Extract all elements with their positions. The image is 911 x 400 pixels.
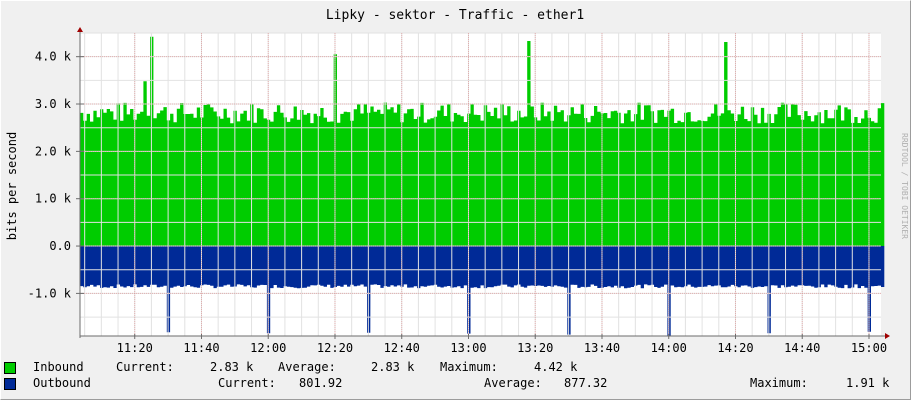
- y-tick-label: 3.0 k: [35, 97, 72, 111]
- inbound-average-value: 2.83 k: [371, 360, 415, 374]
- outbound-swatch: [4, 378, 16, 390]
- x-tick-label: 11:20: [117, 341, 153, 355]
- x-tick-label: 12:40: [384, 341, 420, 355]
- rrdtool-watermark: RRDTOOL / TOBI OETIKER: [900, 133, 909, 239]
- x-tick-label: 13:00: [450, 341, 486, 355]
- inbound-name: Inbound: [33, 360, 84, 374]
- outbound-average-value: 877.32: [564, 376, 608, 390]
- traffic-chart: Lipky - sektor - Traffic - ether1 bits p…: [5, 8, 909, 355]
- y-tick-label: 2.0 k: [35, 144, 72, 158]
- y-tick-label: 0.0: [49, 239, 71, 253]
- chart-title: Lipky - sektor - Traffic - ether1: [326, 8, 584, 23]
- data-areas: [80, 36, 885, 337]
- x-tick-label: 15:00: [851, 341, 887, 355]
- x-tick-label: 13:20: [517, 341, 553, 355]
- x-tick-label: 14:00: [651, 341, 687, 355]
- x-tick-label: 11:40: [183, 341, 219, 355]
- x-tick-label: 14:40: [784, 341, 820, 355]
- x-axis-arrow: [885, 333, 890, 339]
- y-tick-label: -1.0 k: [28, 286, 72, 300]
- outbound-area: [80, 246, 885, 337]
- inbound-maximum-value: 4.42 k: [534, 360, 578, 374]
- outbound-average-label: Average:: [484, 376, 542, 390]
- grid: [80, 32, 881, 336]
- x-tick-label: 13:40: [584, 341, 620, 355]
- outbound-maximum-label: Maximum:: [750, 376, 808, 390]
- outbound-maximum-value: 1.91 k: [846, 376, 890, 390]
- y-tick-label: 4.0 k: [35, 50, 72, 64]
- inbound-maximum-label: Maximum:: [440, 360, 498, 374]
- inbound-swatch: [4, 362, 16, 374]
- inbound-current-label: Current:: [116, 360, 174, 374]
- outbound-name: Outbound: [33, 376, 91, 390]
- y-axis-arrow: [77, 27, 83, 32]
- outbound-current-value: 801.92: [299, 376, 343, 390]
- inbound-area: [80, 36, 885, 246]
- axes: 4.0 k 3.0 k 2.0 k 1.0 k 0.0 -1.0 k 11:20 11:40 1…: [28, 27, 890, 355]
- inbound-average-label: Average:: [278, 360, 336, 374]
- y-tick-label: 1.0 k: [35, 192, 72, 206]
- y-axis-label: bits per second: [5, 132, 19, 240]
- inbound-current-value: 2.83 k: [210, 360, 254, 374]
- x-tick-label: 12:00: [250, 341, 286, 355]
- x-tick-label: 12:20: [317, 341, 353, 355]
- outbound-current-label: Current:: [218, 376, 276, 390]
- x-tick-label: 14:20: [717, 341, 753, 355]
